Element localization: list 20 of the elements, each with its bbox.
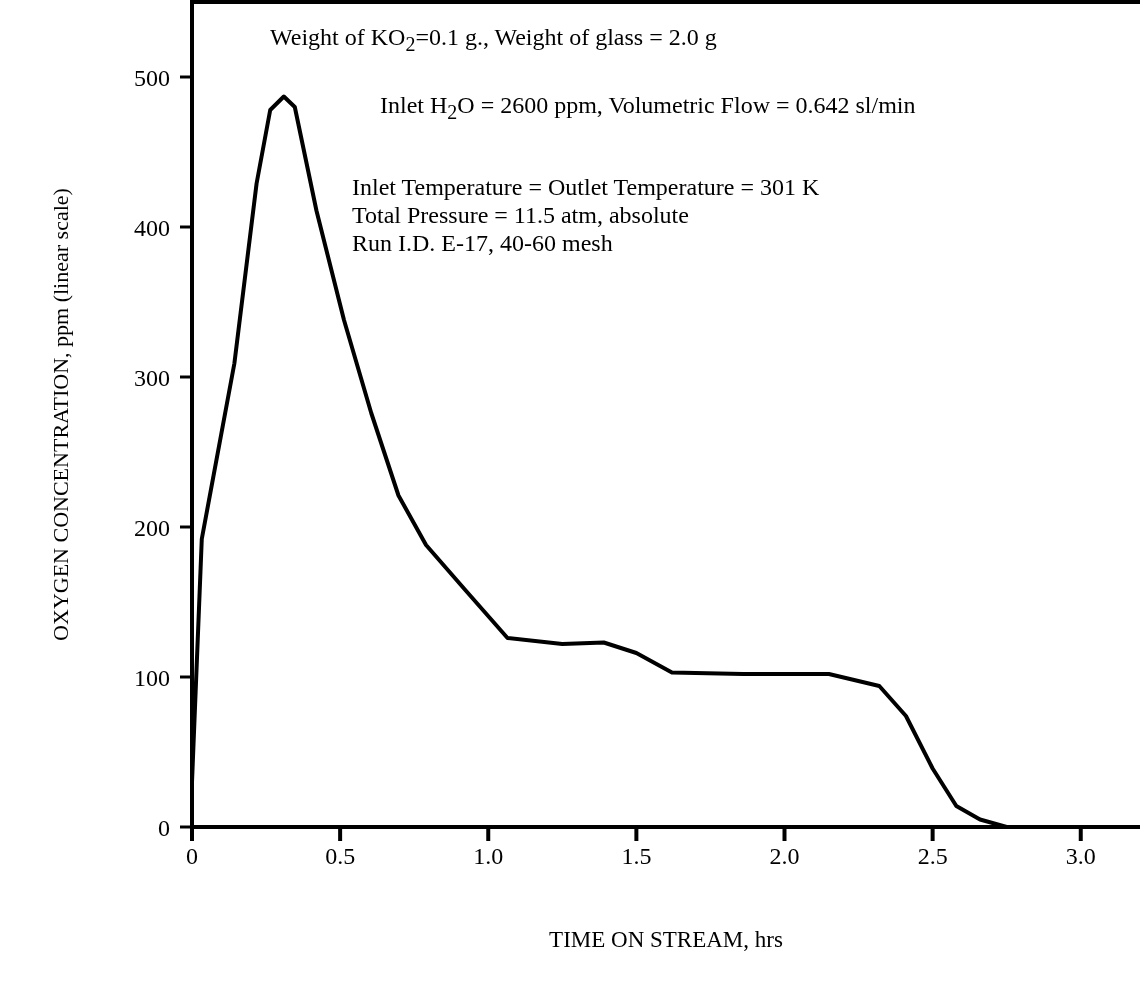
annotation: Weight of KO$_{2}$=0.1 g., Weight of glass = 2.0 g — [270, 23, 718, 57]
annotation: Inlet H$_{2}$O = 2600 ppm, Volumetric Flow = 0.642 sl/min — [380, 91, 917, 125]
annotation: Run I.D. E-17, 40-60 mesh — [352, 229, 614, 258]
x-tick-label: 0 — [186, 843, 198, 870]
annotation: Inlet Temperature = Outlet Temperature = 301 K — [352, 173, 821, 202]
x-tick-label: 1.5 — [621, 843, 652, 870]
y-tick-label: 300 — [134, 364, 170, 391]
y-tick-label: 0 — [158, 814, 170, 841]
y-tick-label: 400 — [134, 214, 170, 241]
x-tick-label: 2.0 — [769, 843, 800, 870]
y-tick-label: 200 — [134, 514, 170, 541]
y-tick-label: 500 — [134, 64, 170, 91]
annotation: Total Pressure = 11.5 atm, absolute — [352, 201, 690, 230]
x-tick-label: 3.0 — [1065, 843, 1096, 870]
y-tick-label: 100 — [134, 664, 170, 691]
x-tick-label: 0.5 — [325, 843, 356, 870]
y-axis-title: OXYGEN CONCENTRATION, ppm (linear scale) — [47, 188, 73, 641]
x-tick-label: 2.5 — [917, 843, 948, 870]
x-tick-label: 1.0 — [473, 843, 504, 870]
x-axis-title: TIME ON STREAM, hrs — [549, 927, 783, 952]
